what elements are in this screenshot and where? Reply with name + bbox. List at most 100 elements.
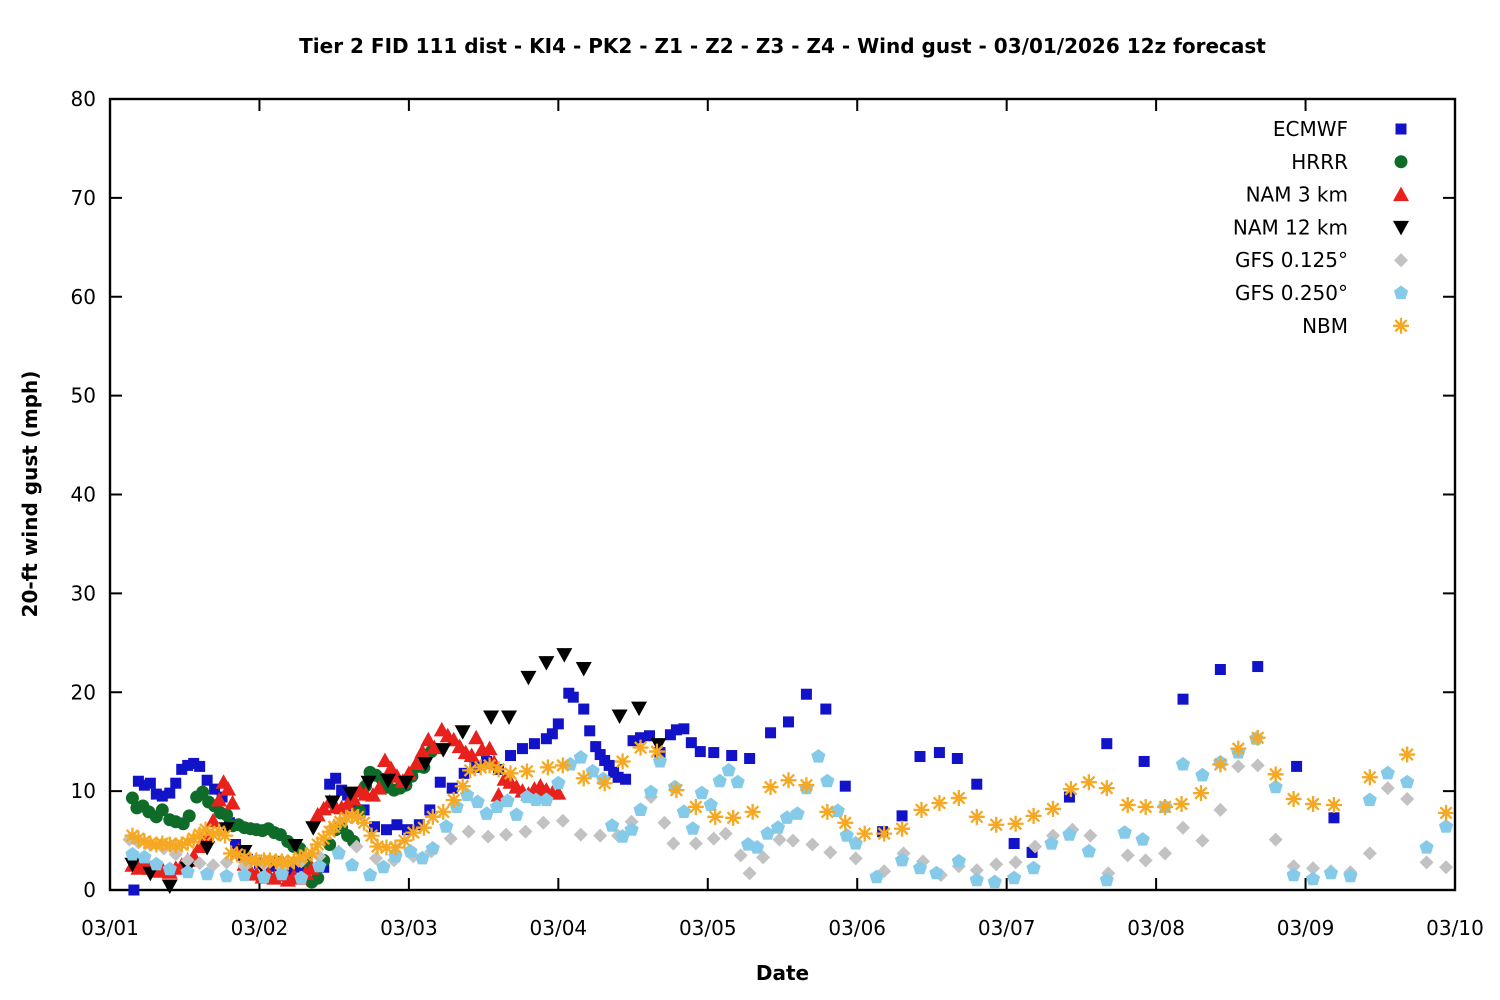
asterisk-marker [1157, 798, 1174, 815]
asterisk-marker [462, 762, 479, 779]
asterisk-marker [780, 772, 797, 789]
asterisk-marker [130, 830, 147, 847]
pentagon-marker [162, 861, 177, 876]
square-marker [330, 772, 342, 784]
triangle-down-marker [631, 701, 648, 717]
asterisk-marker [1192, 785, 1209, 802]
asterisk-marker [205, 826, 222, 843]
square-marker [528, 738, 540, 750]
asterisk-marker [378, 839, 395, 856]
diamond-marker [1213, 802, 1228, 817]
asterisk-marker [1007, 815, 1024, 832]
pentagon-marker [489, 799, 505, 813]
square-marker [1214, 664, 1226, 676]
diamond-marker [1158, 846, 1173, 861]
pentagon-marker [1438, 819, 1454, 833]
pentagon-marker [573, 750, 588, 764]
asterisk-marker [369, 838, 386, 855]
x-tick-label: 03/09 [1277, 916, 1335, 940]
square-marker [603, 759, 615, 771]
diamond-marker [989, 857, 1004, 872]
asterisk-marker [596, 775, 613, 792]
diamond-marker [742, 866, 757, 881]
square-marker [726, 750, 738, 762]
diamond-marker [1286, 859, 1301, 874]
asterisk-marker [173, 836, 190, 853]
asterisk-marker [1119, 796, 1136, 813]
pentagon-marker [1286, 867, 1301, 882]
legend-item-nbm: NBM [1302, 314, 1409, 338]
pentagon-marker [1175, 756, 1191, 771]
diamond-marker [443, 831, 458, 846]
diamond-marker [1419, 855, 1434, 870]
asterisk-marker [1025, 807, 1042, 824]
pentagon-marker [703, 797, 718, 811]
asterisk-marker [185, 830, 202, 847]
square-marker [132, 775, 144, 787]
diamond-marker [969, 863, 984, 878]
triangle-up-marker [420, 731, 437, 747]
triangle-up-marker [550, 785, 567, 800]
asterisk-marker [332, 813, 349, 830]
pentagon-marker [839, 828, 854, 842]
asterisk-marker [356, 814, 373, 831]
pentagon-marker [951, 853, 966, 868]
square-marker [1063, 791, 1075, 803]
pentagon-marker [1400, 774, 1415, 789]
pentagon-marker [624, 822, 639, 836]
diamond-marker [666, 836, 681, 851]
pentagon-marker [811, 749, 826, 763]
asterisk-marker [1438, 804, 1455, 821]
y-tick-label: 20 [71, 680, 96, 704]
diamond-marker [688, 836, 703, 851]
asterisk-marker [396, 832, 413, 849]
square-marker [434, 776, 446, 788]
diamond-marker [1439, 860, 1454, 875]
diamond-marker [518, 824, 533, 839]
x-axis-title: Date [755, 961, 810, 985]
pentagon-marker [730, 774, 745, 789]
triangle-up-marker [376, 752, 393, 767]
asterisk-marker [490, 761, 507, 778]
diamond-marker [1250, 758, 1265, 773]
x-tick-label: 03/10 [1426, 916, 1484, 940]
pentagon-marker [149, 856, 164, 871]
asterisk-marker [124, 827, 141, 844]
pentagon-marker [509, 807, 524, 821]
square-marker [516, 743, 528, 755]
asterisk-marker [502, 765, 519, 782]
diamond-marker [555, 813, 570, 828]
square-marker [627, 735, 639, 747]
pentagon-marker [1117, 825, 1132, 839]
square-marker [209, 783, 221, 795]
triangle-up-marker [1393, 186, 1409, 202]
x-tick-label: 03/04 [530, 916, 588, 940]
circle-marker [311, 871, 325, 885]
triangle-up-marker [345, 791, 362, 806]
square-marker [896, 810, 908, 822]
legend-item-hrrr: HRRR [1291, 150, 1408, 174]
asterisk-marker [1325, 796, 1342, 813]
triangle-down-marker [611, 709, 628, 724]
legend-item-nam-12-km: NAM 12 km [1233, 215, 1409, 239]
x-tick-label: 03/06 [828, 916, 886, 940]
diamond-marker [593, 828, 608, 843]
pentagon-marker [312, 858, 327, 873]
diamond-marker [823, 845, 838, 860]
asterisk-marker [303, 845, 320, 862]
pentagon-marker [180, 864, 195, 879]
x-tick-label: 03/01 [81, 916, 139, 940]
y-tick-label: 0 [83, 878, 96, 902]
asterisk-marker [1230, 740, 1247, 757]
pentagon-marker [750, 840, 765, 854]
triangle-down-marker [435, 743, 452, 758]
circle-marker [182, 809, 196, 823]
triangle-up-marker [211, 792, 228, 807]
square-marker [590, 741, 602, 753]
circle-marker [220, 808, 234, 822]
y-tick-label: 80 [71, 87, 96, 111]
square-marker [694, 746, 706, 758]
diamond-marker [785, 833, 800, 848]
asterisk-marker [988, 816, 1005, 833]
triangle-up-marker [191, 838, 208, 853]
